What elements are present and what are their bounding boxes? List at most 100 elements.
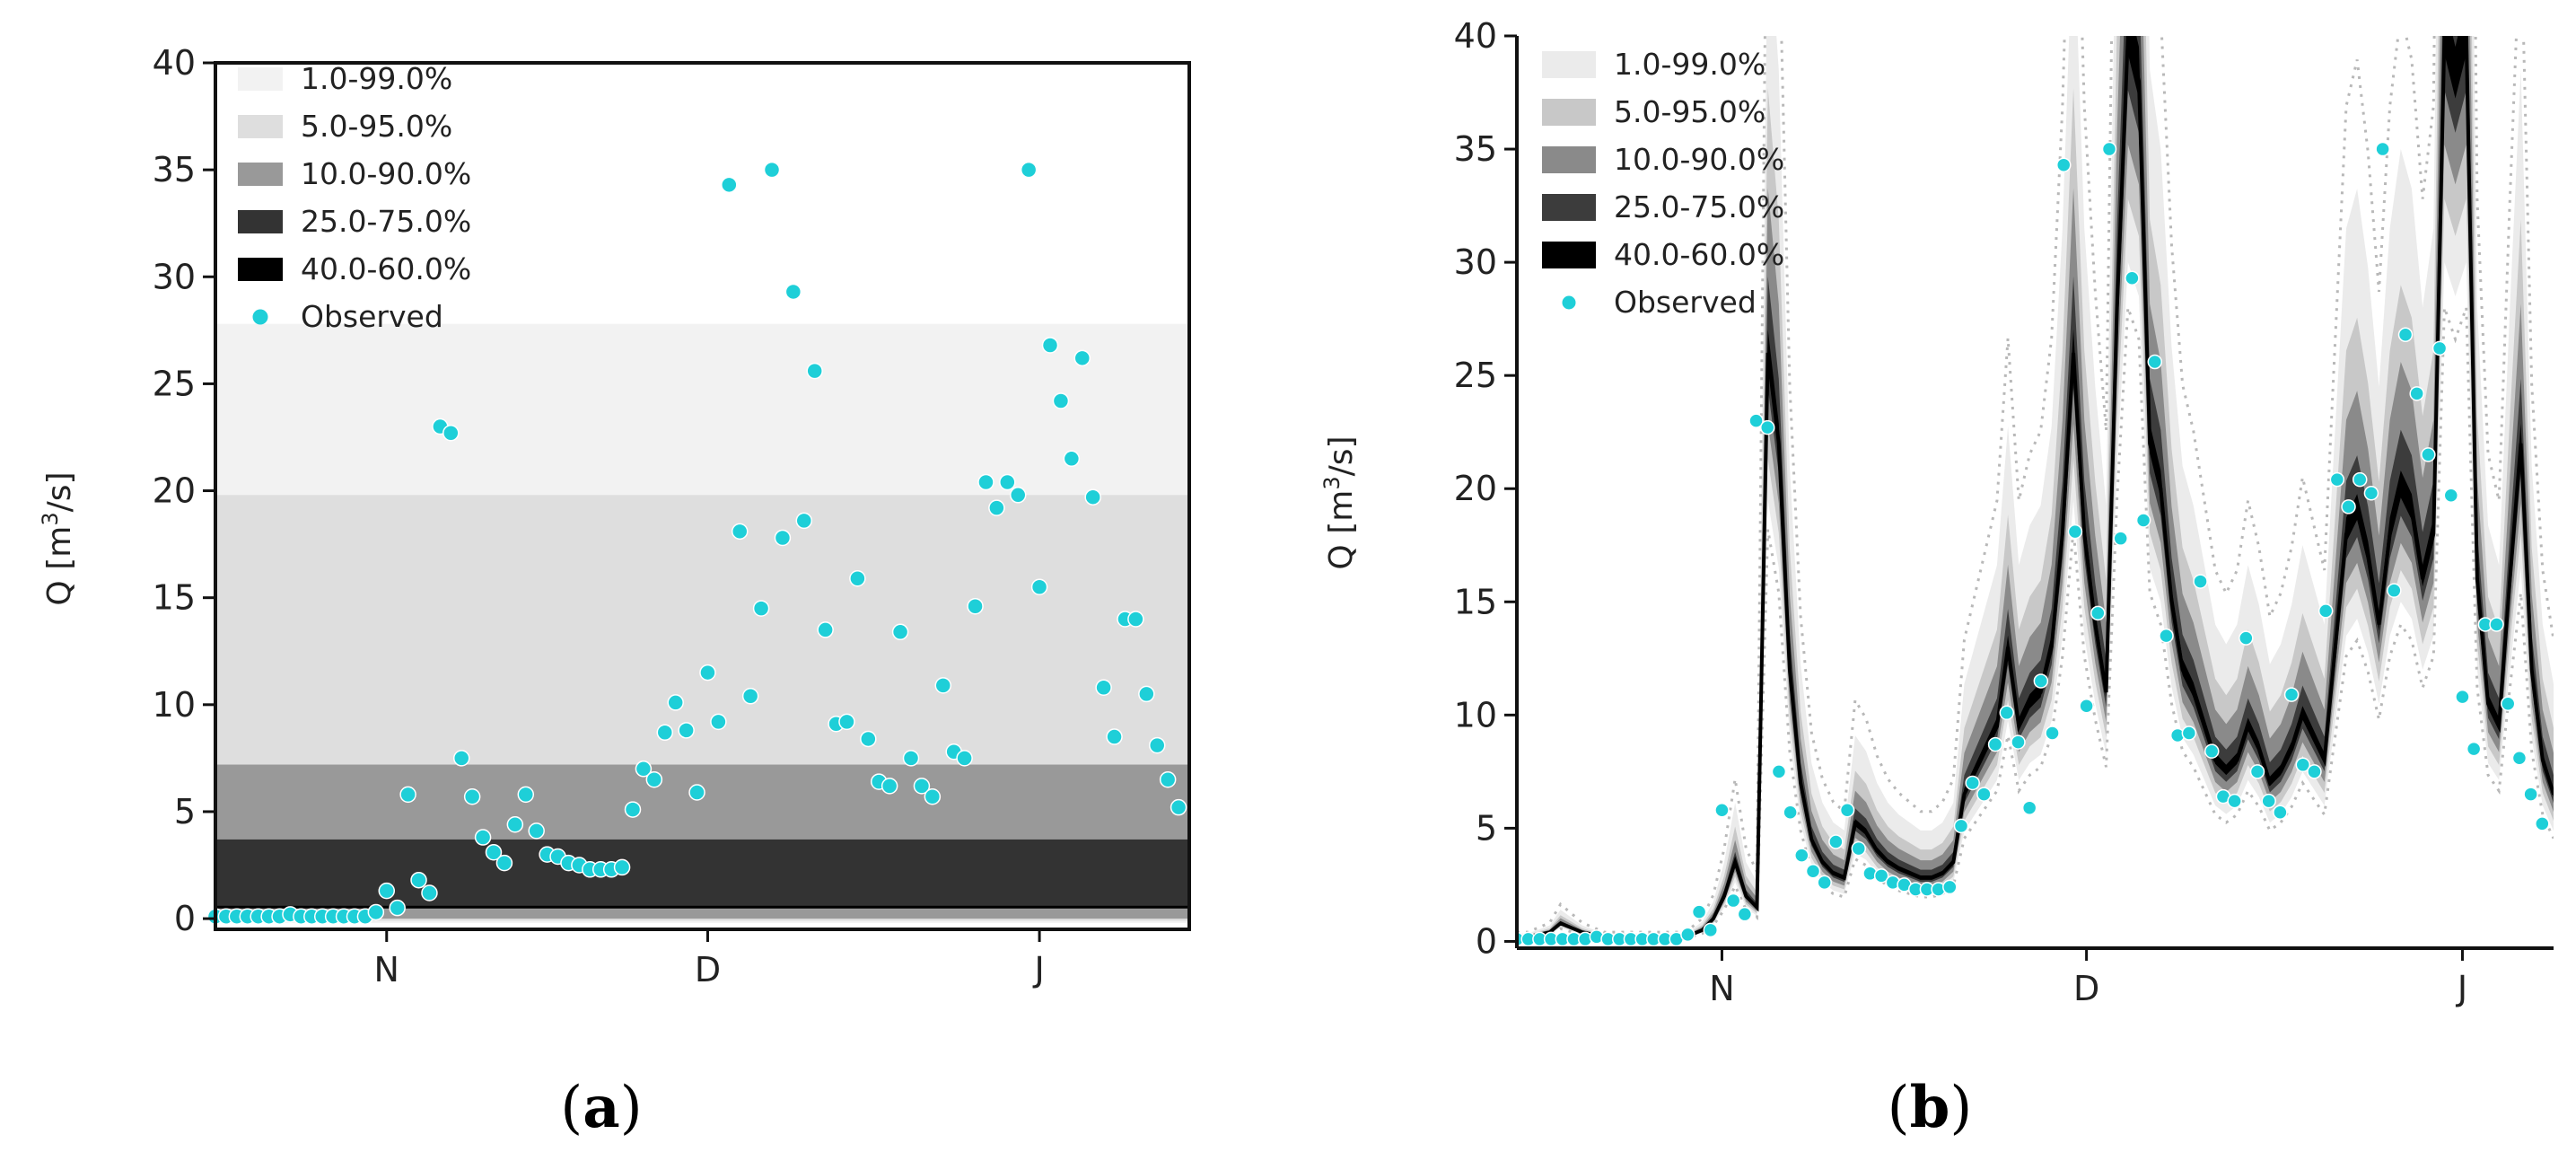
observed-point bbox=[2055, 157, 2072, 172]
legend-swatch bbox=[1542, 242, 1596, 268]
observed-point bbox=[2181, 725, 2197, 741]
y-tick-label: 25 bbox=[1454, 356, 1497, 395]
legend-label: 5.0-95.0% bbox=[1614, 94, 1766, 129]
x-tick-label: N bbox=[374, 950, 399, 989]
observed-point bbox=[1942, 879, 1958, 895]
panel-a-caption: (a) bbox=[560, 1074, 642, 1141]
observed-point bbox=[2159, 628, 2174, 644]
observed-point bbox=[2147, 354, 2163, 370]
observed-point bbox=[977, 473, 994, 491]
observed-point bbox=[463, 788, 481, 805]
observed-point bbox=[2239, 630, 2254, 646]
observed-point bbox=[860, 730, 877, 748]
observed-point bbox=[1052, 392, 1070, 409]
observed-point bbox=[1138, 685, 1155, 703]
observed-point bbox=[2011, 734, 2026, 750]
observed-point bbox=[645, 770, 663, 788]
observed-point bbox=[378, 882, 396, 900]
legend-label: 10.0-90.0% bbox=[301, 156, 471, 191]
y-tick-label: 0 bbox=[174, 899, 196, 938]
observed-point bbox=[774, 529, 792, 547]
panel-b-y-axis: 0 5 10 15 20 25 30 35 40 bbox=[1454, 16, 1517, 961]
observed-point bbox=[2045, 725, 2060, 741]
legend-swatch bbox=[1542, 146, 1596, 173]
extreme-envelope bbox=[1517, 36, 2554, 934]
observed-point bbox=[1041, 337, 1059, 354]
y-tick-label: 15 bbox=[1454, 582, 1497, 621]
observed-point bbox=[474, 829, 492, 846]
legend-label: 5.0-95.0% bbox=[301, 109, 452, 144]
observed-point bbox=[2021, 800, 2037, 815]
legend-marker bbox=[1562, 295, 1576, 310]
observed-point bbox=[624, 801, 642, 818]
y-tick-label: 30 bbox=[1454, 242, 1497, 282]
observed-point bbox=[1020, 161, 1038, 179]
panel-a-ylabel: Q [m3/s] bbox=[38, 471, 78, 605]
quantile-band bbox=[215, 839, 1189, 909]
observed-point bbox=[688, 784, 705, 801]
observed-point bbox=[2249, 764, 2265, 779]
quantile-band bbox=[215, 905, 1189, 909]
observed-point bbox=[2455, 689, 2470, 705]
y-tick-label: 10 bbox=[1454, 695, 1497, 734]
panel-a-legend: 1.0-99.0% 5.0-95.0% 10.0-90.0% 25.0-75.0% 40… bbox=[238, 61, 471, 334]
legend-swatch bbox=[238, 210, 283, 233]
y-tick-label: 5 bbox=[1476, 808, 1497, 848]
x-tick-label: D bbox=[2073, 969, 2099, 1008]
observed-point bbox=[1873, 868, 1889, 884]
observed-point bbox=[1817, 875, 1832, 891]
observed-point bbox=[902, 750, 920, 767]
observed-point bbox=[1953, 818, 1969, 834]
observed-point bbox=[2113, 531, 2128, 546]
observed-point bbox=[699, 664, 716, 682]
legend-label: 25.0-75.0% bbox=[1614, 189, 1784, 224]
y-tick-label: 30 bbox=[153, 257, 196, 296]
observed-point bbox=[613, 858, 631, 876]
legend-swatch bbox=[1542, 99, 1596, 126]
observed-point bbox=[752, 600, 770, 617]
observed-point bbox=[1987, 736, 2003, 752]
observed-point bbox=[1127, 611, 1144, 628]
observed-point bbox=[1794, 848, 1809, 863]
observed-point bbox=[1999, 705, 2015, 721]
legend-swatch bbox=[238, 67, 283, 91]
observed-point bbox=[1805, 864, 1821, 879]
panel-b-chart: 0 5 10 15 20 25 30 35 40 N D J Q [m3/s] 1.0-99.0% 5… bbox=[1319, 16, 2554, 1141]
y-tick-label: 20 bbox=[153, 471, 196, 511]
observed-point bbox=[2101, 141, 2117, 157]
observed-point bbox=[2273, 805, 2288, 820]
observed-point bbox=[442, 424, 460, 442]
observed-point bbox=[1748, 413, 1764, 428]
observed-point bbox=[2397, 327, 2414, 343]
observed-point bbox=[1159, 770, 1177, 788]
x-tick-label: J bbox=[1032, 950, 1044, 989]
observed-point bbox=[410, 871, 427, 889]
legend-marker bbox=[252, 309, 268, 325]
observed-point bbox=[367, 903, 385, 921]
panel-a-bands bbox=[215, 323, 1189, 923]
observed-point bbox=[1828, 834, 1844, 849]
observed-point bbox=[956, 750, 973, 767]
panel-b-ylabel: Q [m3/s] bbox=[1319, 435, 1360, 569]
observed-point bbox=[710, 713, 727, 731]
panel-b-observed-points bbox=[1517, 141, 2550, 947]
observed-point bbox=[656, 724, 674, 742]
observed-point bbox=[1148, 736, 1166, 754]
observed-point bbox=[2067, 523, 2083, 540]
observed-point bbox=[2523, 787, 2538, 802]
observed-point bbox=[2295, 757, 2311, 773]
x-tick-label: J bbox=[2456, 969, 2467, 1008]
observed-point bbox=[1965, 775, 1980, 791]
observed-point bbox=[2535, 816, 2550, 831]
panel-b-legend: 1.0-99.0% 5.0-95.0% 10.0-90.0% 25.0-75.0% 40… bbox=[1542, 47, 1784, 320]
legend-label: 1.0-99.0% bbox=[301, 61, 452, 96]
observed-point bbox=[967, 597, 984, 615]
panel-a-y-axis: 0 5 10 15 20 25 30 35 40 bbox=[153, 43, 215, 938]
observed-point bbox=[2125, 270, 2140, 286]
observed-point bbox=[741, 688, 759, 705]
observed-point bbox=[1725, 893, 1741, 909]
observed-point bbox=[763, 161, 781, 179]
observed-point bbox=[1714, 802, 1730, 818]
y-tick-label: 40 bbox=[1454, 16, 1497, 56]
